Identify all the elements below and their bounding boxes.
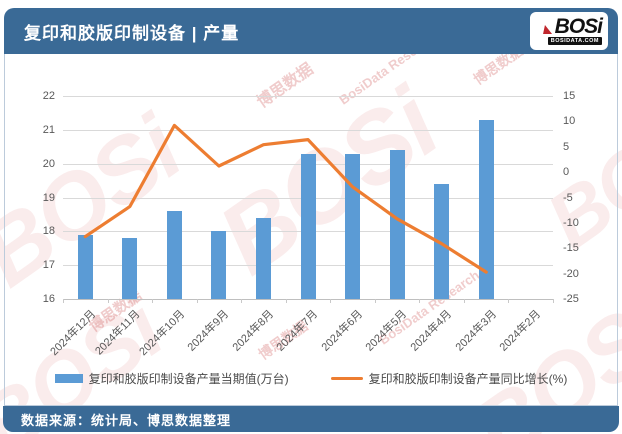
right-axis-label: -25 [563,293,579,305]
right-axis-label: 5 [563,140,570,153]
legend-item-bars: 复印和胶版印制设备产量当期值(万台) [54,370,289,387]
bar-2024年12月 [77,234,93,299]
header-bar: 复印和胶版印制设备 | 产量 BOSi BOSIDATA.COM [4,8,618,54]
footer-bar: 数据来源：统计局、博思数据整理 [3,406,619,432]
x-axis-tick [553,299,554,303]
logo-triangle-icon [542,25,554,34]
x-axis-label: 2024年7月 [274,308,321,354]
x-axis-tick [107,299,109,303]
legend-item-line: 复印和胶版印制设备产量同比增长(%) [330,370,568,387]
legend-label-bars: 复印和胶版印制设备产量当期值(万台) [88,372,289,386]
legend-label-line: 复印和胶版印制设备产量同比增长(%) [368,372,568,386]
left-axis-label: 16 [42,293,55,305]
x-axis-tick [374,299,376,303]
x-axis-label: 2024年2月 [497,308,544,354]
left-axis-label: 21 [42,123,55,136]
bar-2024年3月 [478,119,494,299]
logo-wordmark: BOSi [554,15,603,38]
right-axis-label: -5 [563,191,573,204]
gridline [63,129,553,131]
left-axis-label: 19 [42,191,55,204]
bar-2024年7月 [300,153,316,299]
x-axis-tick [152,299,154,303]
plot-area [63,96,554,303]
right-axis-label: 15 [563,90,576,102]
x-axis-label: 2024年3月 [453,308,499,354]
right-axis-label: 10 [563,115,576,128]
left-axis-label: 22 [42,90,55,102]
bar-2024年10月 [166,211,182,299]
x-axis-tick [241,299,243,303]
bar-2024年4月 [434,183,450,299]
x-axis-label: 2024年8月 [230,308,277,354]
left-axis-label: 20 [42,157,55,170]
x-axis-tick [463,299,465,303]
logo-domain-text: BOSIDATA.COM [547,37,602,45]
x-axis-label: 2024年4月 [408,308,455,354]
page-title: 复印和胶版印制设备 | 产量 [24,23,240,43]
x-axis-label: 2024年5月 [364,308,410,354]
x-axis-label: 2024年6月 [319,308,366,354]
x-axis-label: 2024年11月 [92,308,143,358]
left-axis-label: 18 [42,225,55,238]
x-axis-tick [63,299,64,303]
right-axis-label: 0 [563,166,570,179]
gridline [63,96,553,97]
legend: 复印和胶版印制设备产量当期值(万台) 复印和胶版印制设备产量同比增长(%) [5,370,617,387]
bar-2024年8月 [255,217,271,299]
gridline [63,299,553,300]
bosi-logo: BOSi BOSIDATA.COM [530,12,608,50]
left-axis-label: 17 [42,259,55,272]
bar-2024年5月 [389,150,405,299]
bar-2024年11月 [122,238,138,299]
data-source-text: 数据来源：统计局、博思数据整理 [21,412,232,428]
x-axis-tick [419,299,421,303]
x-axis-tick [330,299,332,303]
right-axis-label: -10 [563,216,579,229]
x-axis-label: 2024年10月 [136,308,187,359]
bar-swatch-icon [54,374,83,383]
x-axis-label: 2024年12月 [47,308,98,359]
growth-line [83,123,488,274]
right-axis-label: -20 [563,267,579,280]
chart-panel: 22 21 20 19 18 17 16 15 10 5 0 -5 -10 -15 -20 -25 2024… [4,54,618,406]
x-axis-label: 2024年9月 [185,308,232,354]
x-axis-tick [196,299,198,303]
right-axis-label: -15 [563,242,579,255]
x-axis-tick [285,299,287,303]
x-axis-tick [508,299,510,303]
line-swatch-icon [330,377,363,380]
bar-2024年9月 [211,231,227,299]
line-series [83,123,488,274]
